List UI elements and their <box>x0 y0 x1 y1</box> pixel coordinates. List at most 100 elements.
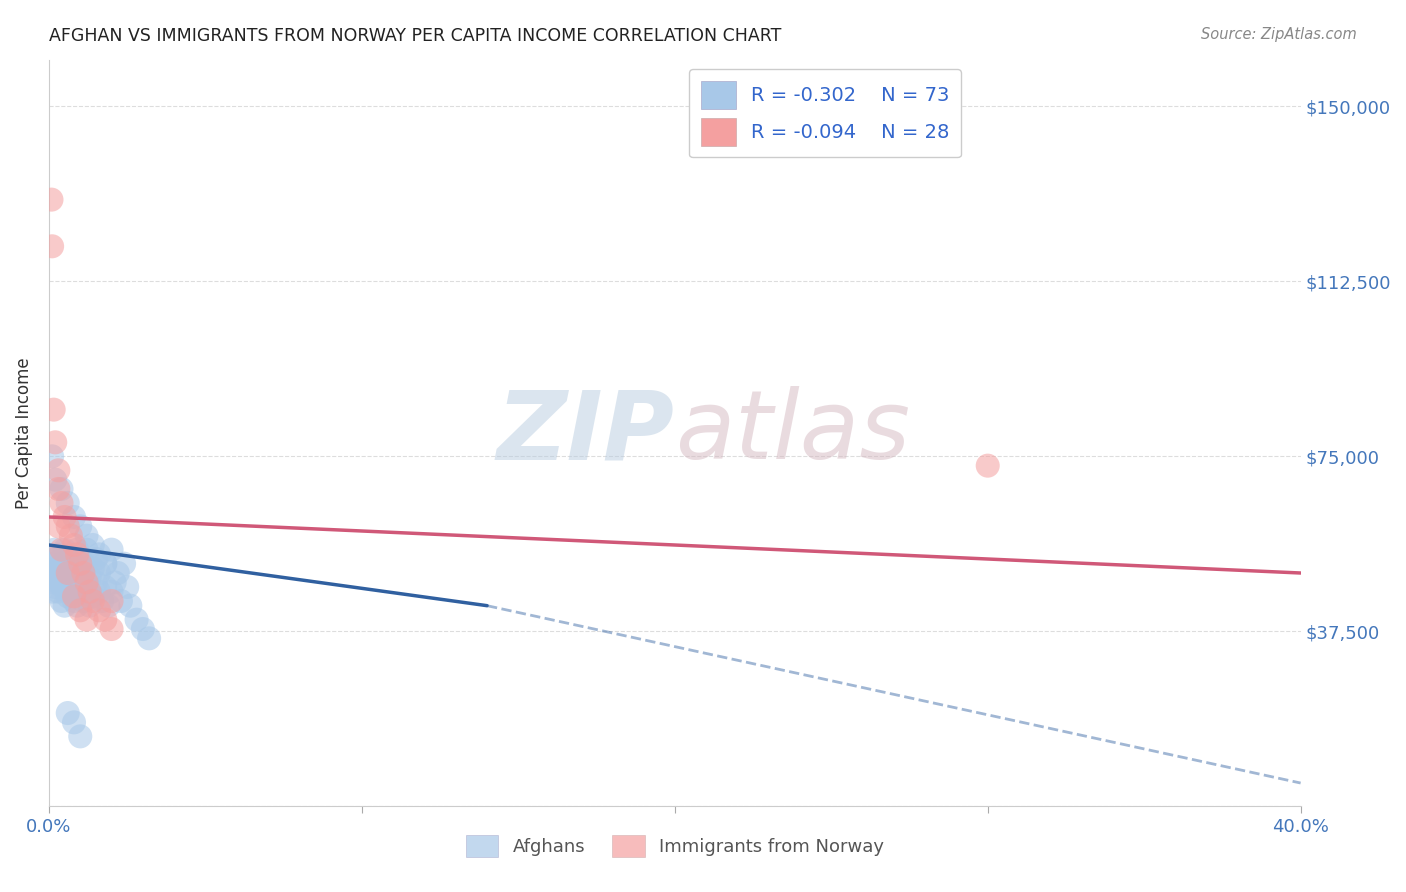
Point <box>42 584 65 599</box>
Point <box>42 566 65 580</box>
Point <box>100 584 122 599</box>
Point <box>53 571 76 585</box>
Point <box>48 547 70 561</box>
Point <box>48 575 70 590</box>
Point <box>115 580 138 594</box>
Y-axis label: Per Capita Income: Per Capita Income <box>15 357 32 508</box>
Point <box>94 580 117 594</box>
Point <box>87 566 110 580</box>
Point <box>48 519 70 533</box>
Point <box>87 603 110 617</box>
Point <box>56 590 79 604</box>
Point <box>48 463 70 477</box>
Point <box>63 510 86 524</box>
Point <box>53 599 76 613</box>
Point <box>41 557 63 571</box>
Point <box>63 715 86 730</box>
Point <box>51 482 73 496</box>
Point <box>125 613 148 627</box>
Point <box>100 594 122 608</box>
Point <box>69 575 91 590</box>
Point <box>49 566 72 580</box>
Point <box>84 575 107 590</box>
Point <box>87 547 110 561</box>
Point <box>76 529 98 543</box>
Point <box>132 622 155 636</box>
Point <box>79 584 101 599</box>
Point <box>45 561 67 575</box>
Point <box>48 584 70 599</box>
Point <box>56 496 79 510</box>
Point <box>94 557 117 571</box>
Point <box>53 510 76 524</box>
Point <box>66 542 89 557</box>
Point <box>63 594 86 608</box>
Point <box>82 590 104 604</box>
Text: ZIP: ZIP <box>496 386 675 480</box>
Point <box>59 566 82 580</box>
Point <box>59 529 82 543</box>
Point <box>69 566 91 580</box>
Point <box>56 519 79 533</box>
Point <box>41 239 63 253</box>
Point <box>44 542 66 557</box>
Point <box>45 571 67 585</box>
Point <box>66 580 89 594</box>
Point <box>41 575 63 590</box>
Point <box>72 557 94 571</box>
Point <box>59 584 82 599</box>
Point <box>82 594 104 608</box>
Point <box>51 496 73 510</box>
Text: Source: ZipAtlas.com: Source: ZipAtlas.com <box>1201 27 1357 42</box>
Point <box>76 575 98 590</box>
Point <box>56 561 79 575</box>
Point <box>91 594 114 608</box>
Point <box>100 542 122 557</box>
Point <box>104 575 127 590</box>
Text: atlas: atlas <box>675 386 910 480</box>
Point <box>84 552 107 566</box>
Point <box>87 584 110 599</box>
Point <box>41 450 63 464</box>
Point <box>56 552 79 566</box>
Point <box>82 538 104 552</box>
Point <box>44 435 66 450</box>
Point <box>63 557 86 571</box>
Point <box>69 603 91 617</box>
Point <box>110 594 132 608</box>
Legend: Afghans, Immigrants from Norway: Afghans, Immigrants from Norway <box>458 828 891 864</box>
Point <box>120 599 142 613</box>
Point <box>107 566 129 580</box>
Point <box>52 580 75 594</box>
Point <box>66 547 89 561</box>
Point <box>53 542 76 557</box>
Point <box>112 557 135 571</box>
Point <box>48 482 70 496</box>
Point <box>41 193 63 207</box>
Point <box>56 706 79 720</box>
Point <box>63 538 86 552</box>
Point <box>69 730 91 744</box>
Point <box>72 594 94 608</box>
Point <box>82 561 104 575</box>
Point <box>76 580 98 594</box>
Point <box>42 402 65 417</box>
Point <box>69 584 91 599</box>
Point <box>59 575 82 590</box>
Point <box>76 542 98 557</box>
Point <box>66 599 89 613</box>
Point <box>100 622 122 636</box>
Text: AFGHAN VS IMMIGRANTS FROM NORWAY PER CAPITA INCOME CORRELATION CHART: AFGHAN VS IMMIGRANTS FROM NORWAY PER CAP… <box>49 27 782 45</box>
Point <box>56 566 79 580</box>
Point <box>72 566 94 580</box>
Point <box>44 580 66 594</box>
Point <box>51 542 73 557</box>
Point <box>63 590 86 604</box>
Point <box>44 473 66 487</box>
Point <box>97 599 120 613</box>
Point <box>44 552 66 566</box>
Point <box>138 632 160 646</box>
Point <box>51 557 73 571</box>
Point <box>79 599 101 613</box>
Point <box>94 613 117 627</box>
